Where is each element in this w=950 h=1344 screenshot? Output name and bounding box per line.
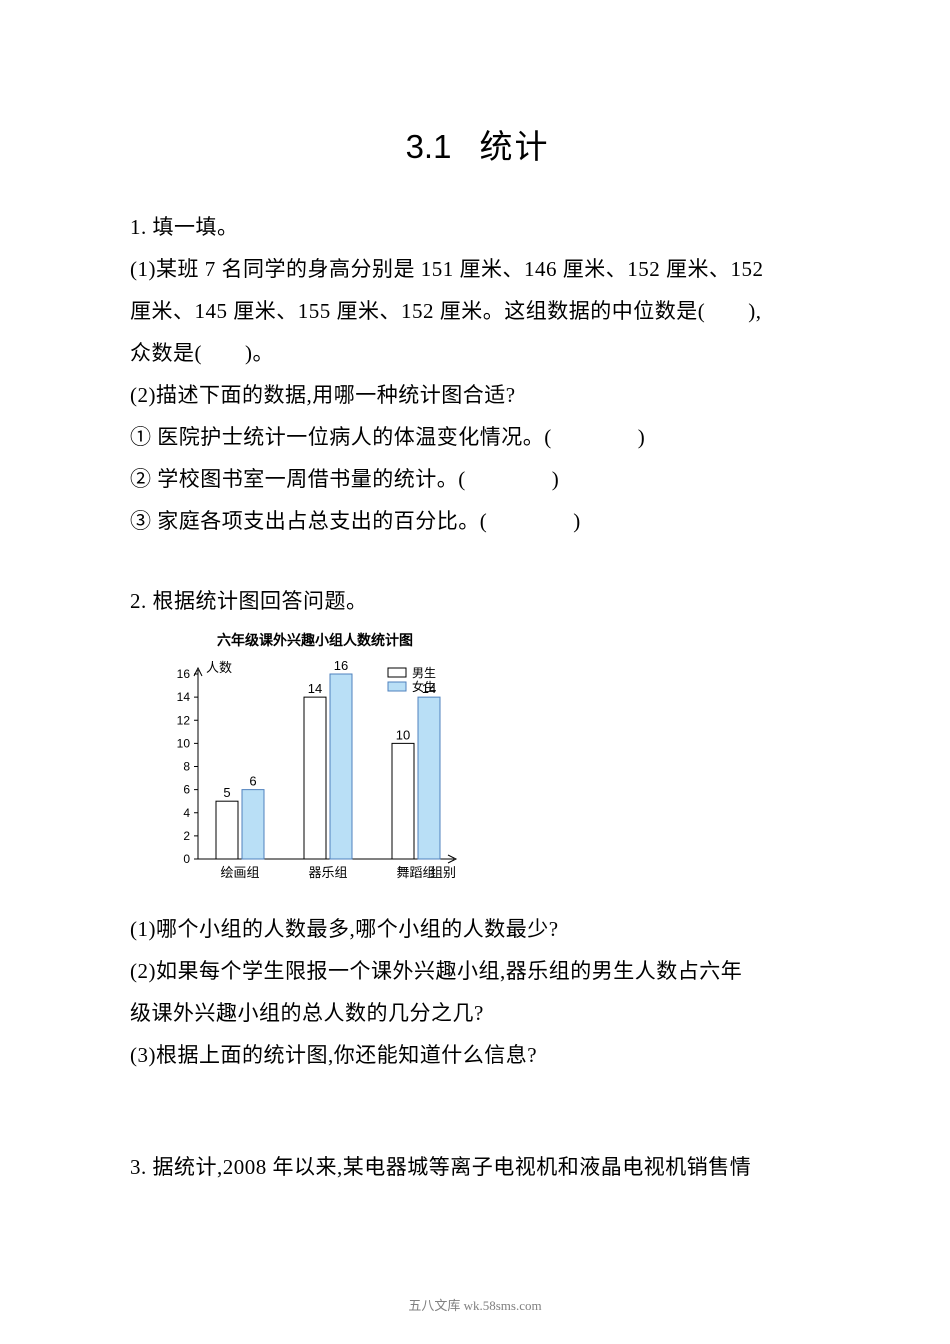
- svg-text:16: 16: [334, 658, 348, 673]
- q2-p1: (1)哪个小组的人数最多,哪个小组的人数最少?: [130, 908, 825, 950]
- svg-text:8: 8: [183, 760, 190, 774]
- q1-p2: (2)描述下面的数据,用哪一种统计图合适?: [130, 374, 825, 416]
- body: 1. 填一填。 (1)某班 7 名同学的身高分别是 151 厘米、146 厘米、…: [130, 206, 825, 1188]
- q1-p1c: 众数是( )。: [130, 332, 825, 374]
- svg-text:14: 14: [308, 681, 322, 696]
- q2-p2b: 级课外兴趣小组的总人数的几分之几?: [130, 992, 825, 1034]
- page-title: 3.1 统计: [130, 120, 825, 168]
- svg-text:2: 2: [183, 829, 190, 843]
- q1-p2-2: ② 学校图书室一周借书量的统计。( ): [130, 458, 825, 500]
- svg-text:4: 4: [183, 806, 190, 820]
- q1-p2-1: ① 医院护士统计一位病人的体温变化情况。( ): [130, 416, 825, 458]
- chart-title: 六年级课外兴趣小组人数统计图: [160, 626, 470, 654]
- footer: 五八文库 wk.58sms.com: [0, 1295, 950, 1314]
- svg-text:14: 14: [422, 681, 436, 696]
- q2-p3: (3)根据上面的统计图,你还能知道什么信息?: [130, 1034, 825, 1076]
- svg-text:男生: 男生: [412, 666, 436, 680]
- svg-text:舞蹈组: 舞蹈组: [396, 865, 435, 880]
- svg-text:绘画组: 绘画组: [220, 865, 259, 880]
- svg-text:5: 5: [223, 785, 230, 800]
- bar-chart: 人数组别0246810121416男生女生56绘画组1416器乐组1014舞蹈组: [160, 656, 470, 896]
- svg-text:12: 12: [177, 713, 191, 727]
- svg-text:器乐组: 器乐组: [308, 865, 347, 880]
- q1-heading: 1. 填一填。: [130, 206, 825, 248]
- chart-container: 六年级课外兴趣小组人数统计图 人数组别0246810121416男生女生56绘画…: [160, 626, 470, 896]
- q1-p1a: (1)某班 7 名同学的身高分别是 151 厘米、146 厘米、152 厘米、1…: [130, 248, 825, 290]
- svg-text:人数: 人数: [206, 660, 232, 675]
- q1-p2-3: ③ 家庭各项支出占总支出的百分比。( ): [130, 500, 825, 542]
- svg-text:14: 14: [177, 690, 191, 704]
- svg-text:6: 6: [249, 774, 256, 789]
- q3-p1: 3. 据统计,2008 年以来,某电器城等离子电视机和液晶电视机销售情: [130, 1146, 825, 1188]
- svg-text:0: 0: [183, 852, 190, 866]
- svg-text:16: 16: [177, 667, 191, 681]
- svg-text:10: 10: [396, 727, 410, 742]
- title-text: 统计: [479, 130, 549, 166]
- svg-text:10: 10: [177, 736, 191, 750]
- q1-p1b: 厘米、145 厘米、155 厘米、152 厘米。这组数据的中位数是( ),: [130, 290, 825, 332]
- q2-p2a: (2)如果每个学生限报一个课外兴趣小组,器乐组的男生人数占六年: [130, 950, 825, 992]
- svg-text:6: 6: [183, 783, 190, 797]
- title-number: 3.1: [406, 128, 452, 165]
- q2-heading: 2. 根据统计图回答问题。: [130, 580, 825, 622]
